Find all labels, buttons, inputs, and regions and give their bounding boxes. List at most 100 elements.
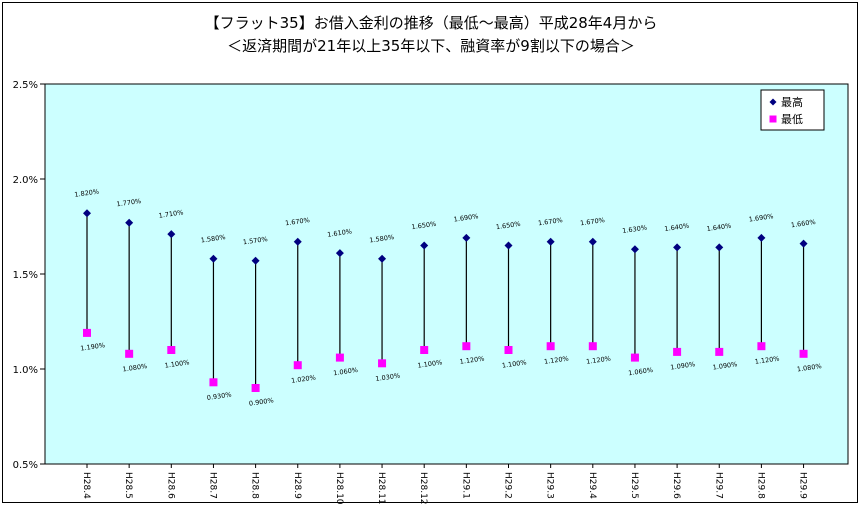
x-tick-label: H28.5 [123,472,133,499]
low-data-label: 1.090% [712,360,738,371]
low-point [293,361,302,370]
x-tick-label: H29.3 [545,472,555,499]
low-point [757,342,766,351]
x-tick-label: H28.11 [376,472,386,505]
legend-low-marker [769,115,777,123]
low-data-label: 1.080% [796,362,822,373]
high-point [125,218,134,227]
low-point [420,346,429,354]
high-data-label: 1.670% [580,216,606,227]
low-data-label: 1.120% [754,355,780,366]
high-point [209,254,218,263]
low-point [378,359,387,368]
low-data-label: 1.190% [80,341,106,352]
high-data-label: 1.670% [285,216,311,227]
low-point [715,347,724,356]
high-point [673,243,682,252]
high-data-label: 1.690% [748,212,774,223]
low-point [504,346,513,354]
low-data-label: 1.120% [586,355,612,366]
y-axis: 0.5% 1.0% 1.5% 2.0% 2.5% [13,80,45,471]
high-data-label: 1.580% [369,233,395,244]
high-point [757,233,766,242]
x-tick-label: H29.6 [671,472,681,499]
low-data-label: 1.120% [459,355,485,366]
x-tick-label: H29.1 [460,472,470,499]
high-data-label: 1.630% [622,224,648,235]
chart-subtitle: ＜返済期間が21年以上35年以下、融資率が9割以下の場合＞ [227,37,635,55]
low-point [251,384,260,392]
low-data-label: 1.100% [501,358,527,369]
low-data-label: 1.020% [291,374,317,385]
low-data-label: 0.900% [248,396,274,407]
x-axis: H28.4 H28.5 H28.6 H28.7 H28.8 H28.9 H28.10 H28.… [81,464,808,505]
low-point [209,378,218,387]
high-data-label: 1.580% [200,233,226,244]
high-data-label: 1.650% [495,220,521,231]
x-tick-label: H28.10 [334,472,344,505]
high-point [335,249,344,258]
low-data-label: 1.080% [122,362,148,373]
high-data-label: 1.660% [790,218,816,229]
high-point [167,230,176,239]
x-tick-label: H29.5 [629,472,639,499]
legend-high-label: 最高 [781,95,803,109]
x-tick-label: H28.6 [165,472,175,499]
high-data-label: 1.770% [116,197,142,208]
high-point [293,237,302,246]
low-point [673,347,682,356]
high-point [251,256,260,265]
high-point [715,243,724,252]
x-tick-label: H28.8 [250,472,260,499]
low-point [335,353,344,362]
x-tick-label: H28.4 [81,472,91,499]
high-point [504,241,513,250]
y-tick-label: 1.5% [13,270,38,281]
high-data-label: 1.650% [411,220,437,231]
x-tick-label: H28.12 [418,472,428,505]
high-data-label: 1.670% [538,216,564,227]
high-data-label: 1.610% [327,227,353,238]
high-point [83,209,91,218]
high-data-label: 1.640% [664,222,690,233]
low-point [588,342,597,351]
low-point [630,353,639,362]
low-point [83,328,91,337]
high-point [546,237,555,246]
low-data-label: 1.060% [628,366,654,377]
legend-low-label: 最低 [781,113,803,126]
x-tick-label: H29.8 [755,472,765,499]
x-tick-label: H29.4 [587,472,597,499]
high-point [420,241,429,250]
low-data-label: 0.930% [206,391,232,402]
legend-high-marker [769,98,777,106]
x-tick-label: H28.7 [207,472,217,499]
high-point [378,254,387,263]
low-data-label: 1.100% [417,358,443,369]
high-data-label: 1.640% [706,222,732,233]
chart-marks: 1.820% 1.190% 1.770% 1.080% 1.710% 1.100% 1.58… [74,188,822,408]
legend-box [760,89,825,131]
low-point [167,346,176,354]
high-point [630,245,639,254]
x-tick-label: H29.9 [798,472,808,499]
plot-area [44,83,849,465]
high-point [588,237,597,246]
low-data-label: 1.100% [164,358,190,369]
high-point [462,233,471,242]
low-data-label: 1.090% [670,360,696,371]
high-data-label: 1.710% [158,208,184,219]
chart-title: 【フラット35】お借入金利の推移（最低～最高）平成28年4月から [204,14,658,32]
high-point [799,239,808,248]
low-data-label: 1.060% [333,366,359,377]
x-tick-label: H28.9 [292,472,302,499]
low-data-label: 1.030% [375,372,401,383]
low-data-label: 1.120% [544,355,570,366]
y-tick-label: 0.5% [13,460,38,471]
high-data-label: 1.570% [242,235,268,246]
x-tick-label: H29.2 [503,472,513,499]
low-point [462,342,471,351]
low-point [546,342,555,351]
